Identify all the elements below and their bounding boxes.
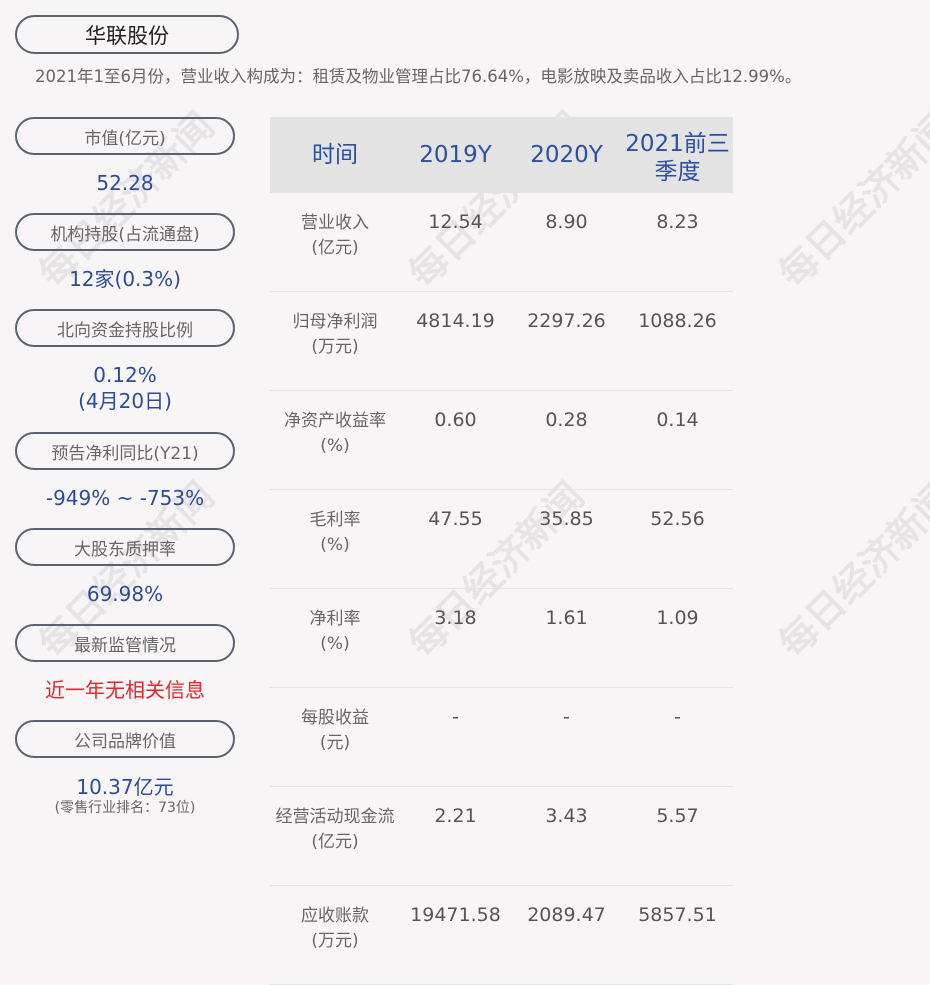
- row-label-name: 净资产收益率: [284, 411, 386, 431]
- row-label-unit: (元): [319, 733, 351, 753]
- row-label-name: 经营活动现金流: [275, 807, 395, 827]
- market-cap-value: 52.28: [96, 171, 154, 195]
- table-row: 净利率 (%) 3.18 1.61 1.09: [270, 588, 733, 688]
- watermark: 每日经济新闻: [770, 103, 930, 297]
- cell-value: -: [511, 687, 622, 787]
- cell-value: 52.56: [622, 489, 733, 589]
- row-label: 经营活动现金流 (亿元): [270, 786, 400, 886]
- row-label: 毛利率 (%): [270, 489, 400, 589]
- row-label: 每股收益 (元): [270, 687, 400, 787]
- header-2019: 2019Y: [400, 117, 511, 193]
- row-label-name: 毛利率: [309, 510, 361, 530]
- table-row: 归母净利润 (万元) 4814.19 2297.26 1088.26: [270, 291, 733, 391]
- cell-value: 2.21: [400, 786, 511, 886]
- table-row: 应收账款 (万元) 19471.58 2089.47 5857.51: [270, 885, 733, 985]
- row-label-name: 每股收益: [301, 708, 369, 728]
- market-cap-label: 市值(亿元): [15, 117, 235, 155]
- metrics-panel: 市值(亿元) 52.28 机构持股(占流通盘) 12家(0.3%) 北向资金持股…: [15, 117, 235, 816]
- table-row: 每股收益 (元) - - -: [270, 687, 733, 787]
- institution-holding-value: 12家(0.3%): [69, 267, 181, 291]
- brand-value-label: 公司品牌价值: [15, 720, 235, 758]
- cell-value: 0.28: [511, 390, 622, 490]
- row-label-unit: (%): [320, 634, 350, 654]
- brand-rank: (零售行业排名：73位): [54, 800, 196, 816]
- row-label-name: 营业收入: [301, 213, 369, 233]
- row-label: 净资产收益率 (%): [270, 390, 400, 490]
- regulation-label: 最新监管情况: [15, 624, 235, 662]
- watermark: 每日经济新闻: [770, 473, 930, 667]
- cell-value: 47.55: [400, 489, 511, 589]
- cell-value: 8.23: [622, 193, 733, 292]
- cell-value: 35.85: [511, 489, 622, 589]
- header-2020: 2020Y: [511, 117, 622, 193]
- institution-holding-label: 机构持股(占流通盘): [15, 213, 235, 251]
- profit-forecast-label: 预告净利同比(Y21): [15, 432, 235, 470]
- cell-value: 2089.47: [511, 885, 622, 985]
- row-label-unit: (%): [320, 436, 350, 456]
- header-2021q3: 2021前三季度: [622, 117, 733, 193]
- company-title: 华联股份: [15, 15, 239, 54]
- cell-value: 4814.19: [400, 291, 511, 391]
- revenue-summary: 2021年1至6月份，营业收入构成为：租赁及物业管理占比76.64%，电影放映及…: [35, 67, 802, 86]
- profit-forecast-value: -949% ~ -753%: [45, 486, 205, 510]
- header-time: 时间: [270, 117, 400, 193]
- northbound-label: 北向资金持股比例: [15, 309, 235, 347]
- regulation-value: 近一年无相关信息: [45, 678, 205, 702]
- cell-value: 5.57: [622, 786, 733, 886]
- northbound-value: 0.12%: [93, 363, 157, 387]
- pledge-ratio-value: 69.98%: [86, 582, 164, 606]
- row-label-unit: (万元): [311, 337, 359, 357]
- row-label-unit: (%): [320, 535, 350, 555]
- cell-value: 1.61: [511, 588, 622, 688]
- cell-value: 8.90: [511, 193, 622, 292]
- row-label-unit: (万元): [311, 931, 359, 951]
- brand-value: 10.37亿元: [76, 775, 174, 799]
- row-label-name: 净利率: [309, 609, 361, 629]
- table-row: 经营活动现金流 (亿元) 2.21 3.43 5.57: [270, 786, 733, 886]
- table-row: 营业收入 (亿元) 12.54 8.90 8.23: [270, 193, 733, 292]
- cell-value: -: [622, 687, 733, 787]
- row-label: 净利率 (%): [270, 588, 400, 688]
- table-header: 时间 2019Y 2020Y 2021前三季度: [270, 117, 733, 193]
- cell-value: 1088.26: [622, 291, 733, 391]
- cell-value: 0.60: [400, 390, 511, 490]
- financial-table: 时间 2019Y 2020Y 2021前三季度 营业收入 (亿元) 12.54 8.9…: [270, 117, 733, 985]
- northbound-date: (4月20日): [78, 389, 172, 413]
- row-label-name: 应收账款: [301, 906, 369, 926]
- row-label: 归母净利润 (万元): [270, 291, 400, 391]
- cell-value: 3.43: [511, 786, 622, 886]
- row-label-name: 归母净利润: [292, 312, 378, 332]
- table-row: 毛利率 (%) 47.55 35.85 52.56: [270, 489, 733, 589]
- cell-value: 2297.26: [511, 291, 622, 391]
- row-label: 应收账款 (万元): [270, 885, 400, 985]
- cell-value: 12.54: [400, 193, 511, 292]
- table-row: 净资产收益率 (%) 0.60 0.28 0.14: [270, 390, 733, 490]
- cell-value: 5857.51: [622, 885, 733, 985]
- cell-value: 19471.58: [400, 885, 511, 985]
- cell-value: 3.18: [400, 588, 511, 688]
- pledge-ratio-label: 大股东质押率: [15, 528, 235, 566]
- row-label-unit: (亿元): [311, 832, 359, 852]
- cell-value: -: [400, 687, 511, 787]
- row-label: 营业收入 (亿元): [270, 193, 400, 292]
- row-label-unit: (亿元): [311, 238, 359, 258]
- cell-value: 0.14: [622, 390, 733, 490]
- cell-value: 1.09: [622, 588, 733, 688]
